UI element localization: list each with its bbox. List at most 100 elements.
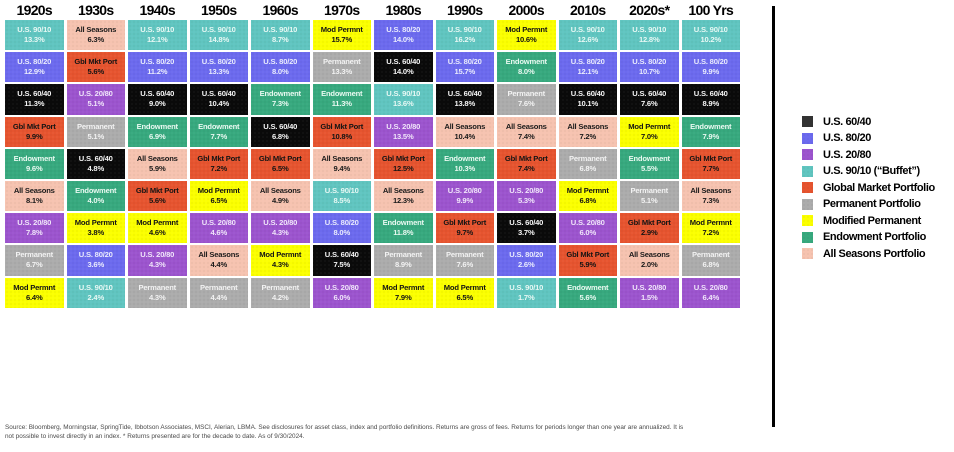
portfolio-name: U.S. 60/40 [509,218,544,228]
return-value: 4.6% [148,228,166,238]
portfolio-name: Permanent [15,250,54,260]
portfolio-name: All Seasons [75,25,117,35]
portfolio-name: U.S. 20/80 [17,218,52,228]
portfolio-name: U.S. 90/10 [509,282,544,292]
return-cell: U.S. 60/40 10.4% [189,84,248,115]
portfolio-name: U.S. 80/20 [509,250,544,260]
portfolio-name: U.S. 20/80 [78,89,113,99]
legend-item: U.S. 20/80 [802,149,935,161]
return-value: 10.7% [638,67,660,77]
portfolio-name: U.S. 80/20 [263,57,298,67]
return-value: 13.3% [208,67,230,77]
legend-item-label: Endowment Portfolio [823,231,927,243]
vertical-divider [772,6,775,427]
return-value: 3.8% [87,228,104,238]
return-cell: U.S. 90/10 8.7% [251,20,310,51]
return-value: 12.6% [577,35,599,45]
legend-item: Modified Permanent [802,215,935,227]
return-cell: Gbl Mkt Port 2.9% [620,213,679,244]
legend-item: All Seasons Portfolio [802,247,935,260]
portfolio-name: Endowment [321,89,363,99]
return-cell: U.S. 60/40 7.5% [312,245,371,276]
portfolio-name: All Seasons [690,186,732,196]
return-cell: U.S. 90/10 14.8% [189,20,248,51]
decade-column-cells: U.S. 90/10 8.7% U.S. 80/20 8.0% Endowmen… [251,20,310,308]
return-value: 2.4% [87,292,104,302]
portfolio-name: U.S. 20/80 [201,218,236,228]
return-value: 6.3% [87,35,104,45]
legend-color-swatch-icon [802,198,813,210]
return-value: 14.0% [392,67,414,77]
return-cell: Mod Permnt 10.6% [497,20,556,51]
decade-column-header: 1970s [324,2,360,18]
return-value: 5.9% [148,163,166,173]
returns-table: 1920s U.S. 90/10 13.3% U.S. 80/20 12.9% … [5,2,740,308]
return-cell: Mod Permnt 6.5% [189,180,248,212]
decade-column-header: 2020s* [629,2,670,18]
portfolio-name: U.S. 20/80 [509,186,544,196]
return-cell: Permanent 8.9% [374,245,433,276]
legend-item-label: All Seasons Portfolio [823,247,926,260]
portfolio-name: All Seasons [13,186,55,196]
return-cell: U.S. 80/20 3.6% [66,245,125,276]
return-value: 4.9% [271,196,289,206]
return-cell: Endowment 4.0% [66,180,125,212]
return-cell: All Seasons 2.0% [620,245,679,276]
portfolio-name: U.S. 90/10 [140,25,175,35]
decade-column-cells: U.S. 90/10 12.1% U.S. 80/20 11.2% U.S. 6… [128,20,187,308]
portfolio-name: Permanent [77,121,115,131]
return-cell: Permanent 13.3% [312,52,371,83]
decade-column: 2000s Mod Permnt 10.6% Endowment 8.0% Pe… [497,2,556,308]
return-cell: Permanent 7.6% [497,84,556,115]
return-value: 7.3% [702,196,719,206]
portfolio-name: All Seasons [505,121,547,131]
portfolio-name: Endowment [690,121,732,131]
return-cell: U.S. 20/80 5.1% [66,84,125,115]
return-cell: Permanent 4.3% [128,277,187,308]
return-cell: Mod Permnt 7.0% [620,116,679,147]
return-value: 4.4% [210,260,227,270]
portfolio-name: Endowment [75,186,117,196]
return-value: 4.6% [210,228,227,238]
return-cell: Mod Permnt 6.5% [435,277,494,308]
return-value: 1.7% [517,292,535,302]
return-cell: Gbl Mkt Port 7.4% [497,148,556,179]
portfolio-name: Gbl Mkt Port [689,153,733,163]
return-cell: All Seasons 4.4% [189,245,248,276]
return-value: 13.6% [392,99,414,109]
return-value: 11.2% [147,67,168,77]
portfolio-name: U.S. 90/10 [447,25,482,35]
return-value: 7.2% [702,228,719,238]
legend-item: Permanent Portfolio [802,198,935,210]
portfolio-name: Gbl Mkt Port [135,186,179,196]
portfolio-name: U.S. 20/80 [263,218,298,228]
return-value: 8.1% [25,196,43,206]
decade-column-cells: U.S. 90/10 16.2% U.S. 80/20 15.7% U.S. 6… [435,20,494,308]
portfolio-name: Mod Permnt [136,218,179,228]
legend-color-swatch-icon [802,149,813,160]
return-value: 5.6% [579,292,596,302]
return-cell: U.S. 90/10 12.1% [128,20,187,51]
decade-column-cells: U.S. 90/10 10.2% U.S. 80/20 9.9% U.S. 60… [681,20,740,308]
legend-color-swatch-icon [802,182,813,193]
return-cell: U.S. 20/80 4.6% [189,213,248,244]
return-cell: Permanent 6.7% [5,245,64,276]
portfolio-name: U.S. 90/10 [632,25,667,35]
return-value: 5.5% [640,163,658,173]
return-value: 10.1% [577,99,599,109]
portfolio-name: Mod Permnt [13,282,56,292]
portfolio-name: All Seasons [321,153,363,163]
portfolio-name: Mod Permnt [505,25,548,35]
return-cell: Gbl Mkt Port 12.5% [374,148,433,179]
decade-column-header: 100 Yrs [688,2,734,18]
portfolio-name: U.S. 80/20 [693,57,728,67]
legend-item: U.S. 90/10 (“Buffet”) [802,165,935,177]
return-cell: Endowment 9.6% [5,148,64,179]
decade-column-cells: U.S. 90/10 13.3% U.S. 80/20 12.9% U.S. 6… [5,20,64,308]
footnote-line-2: not possible to invest directly in an in… [5,433,305,441]
return-value: 6.8% [271,131,289,141]
decade-column-header: 1960s [262,2,299,18]
return-value: 14.0% [392,35,414,45]
return-cell: Endowment 7.3% [251,84,310,115]
return-value: 4.3% [271,228,289,238]
